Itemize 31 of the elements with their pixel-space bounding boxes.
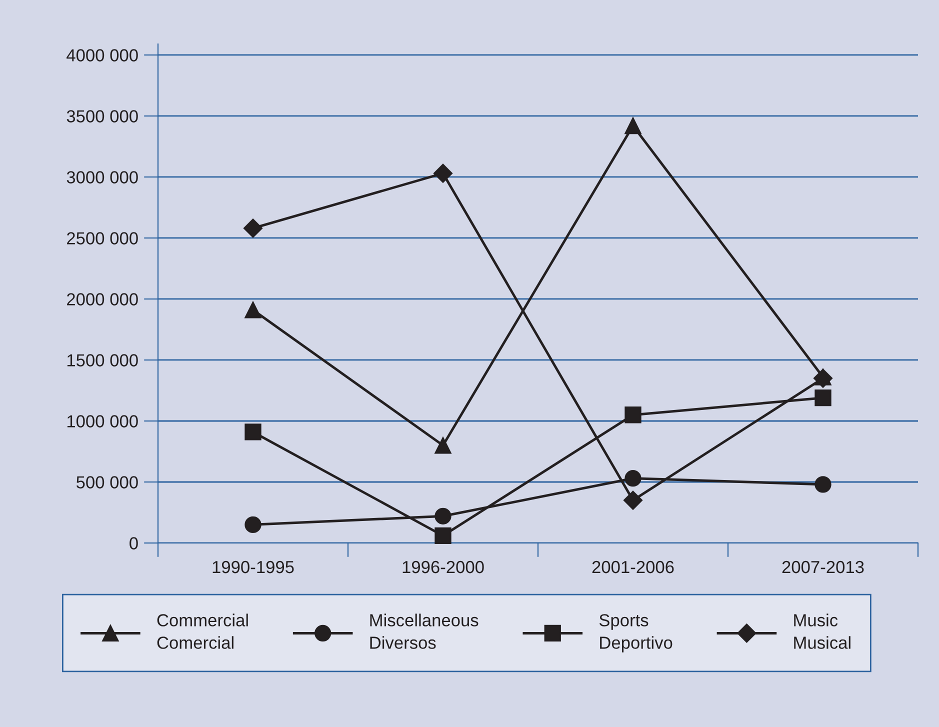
point: [434, 508, 452, 524]
y-tick-label: 3500 000: [66, 110, 138, 122]
y-tick-label: 0: [130, 537, 138, 550]
legend-label: Commercial Comercial: [157, 614, 248, 649]
point: [814, 476, 832, 493]
legend-label: Miscellaneous Diversos: [370, 614, 478, 649]
point: [624, 470, 642, 487]
legend-label: Music Musical: [794, 614, 850, 649]
y-tick-label: 1500 000: [67, 354, 138, 366]
y-tick-label: 1000 000: [67, 415, 138, 428]
legend-label: Sports Deportivo: [599, 614, 672, 652]
y-tick-label: 2500 000: [67, 232, 138, 244]
point: [244, 424, 262, 440]
x-tick-label: 2007-2013: [782, 560, 864, 574]
point: [624, 406, 642, 424]
x-tick-label: 2001-2006: [592, 560, 674, 574]
point: [434, 437, 452, 454]
y-tick-label: 500 000: [76, 476, 138, 488]
point: [244, 516, 262, 534]
point: [433, 164, 453, 183]
y-tick-label: 4000 000: [66, 49, 138, 62]
x-tick-label: 1996-2000: [402, 560, 484, 574]
point: [434, 527, 452, 544]
y-tick-label: 2000 000: [67, 293, 138, 306]
point: [814, 389, 832, 406]
x-tick-label: 1990-1995: [212, 560, 294, 574]
point: [244, 302, 262, 318]
point: [243, 218, 263, 238]
y-tick-label: 3000 000: [66, 171, 138, 184]
point: [624, 117, 642, 134]
point: [623, 490, 643, 510]
